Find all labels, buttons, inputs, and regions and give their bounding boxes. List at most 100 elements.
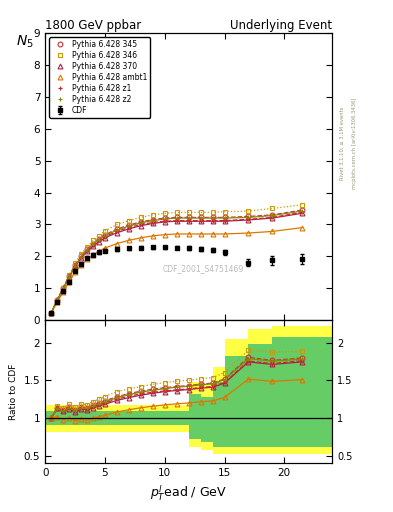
Pythia 6.428 370 bbox=[79, 255, 83, 261]
Pythia 6.428 345 bbox=[61, 285, 66, 291]
Pythia 6.428 346 bbox=[61, 285, 66, 291]
Pythia 6.428 345 bbox=[270, 212, 275, 218]
Line: Pythia 6.428 345: Pythia 6.428 345 bbox=[49, 208, 305, 315]
Pythia 6.428 z2 bbox=[270, 212, 275, 219]
Pythia 6.428 345 bbox=[246, 214, 251, 220]
Pythia 6.428 ambt1 bbox=[138, 234, 143, 241]
Pythia 6.428 370 bbox=[49, 310, 53, 316]
Y-axis label: $N_5$: $N_5$ bbox=[16, 33, 34, 50]
Legend: Pythia 6.428 345, Pythia 6.428 346, Pythia 6.428 370, Pythia 6.428 ambt1, Pythia: Pythia 6.428 345, Pythia 6.428 346, Pyth… bbox=[49, 37, 151, 118]
Pythia 6.428 z2 bbox=[73, 263, 77, 269]
Pythia 6.428 z2 bbox=[300, 208, 305, 214]
Pythia 6.428 345 bbox=[103, 231, 107, 238]
Pythia 6.428 346 bbox=[79, 251, 83, 257]
Pythia 6.428 370 bbox=[162, 219, 167, 225]
Pythia 6.428 ambt1 bbox=[246, 230, 251, 236]
Pythia 6.428 346 bbox=[162, 210, 167, 217]
Pythia 6.428 370 bbox=[174, 218, 179, 224]
Pythia 6.428 370 bbox=[115, 230, 119, 236]
Pythia 6.428 345 bbox=[67, 273, 72, 279]
Pythia 6.428 ambt1 bbox=[97, 248, 101, 254]
Pythia 6.428 z2 bbox=[246, 215, 251, 221]
Pythia 6.428 z1 bbox=[198, 218, 203, 224]
Pythia 6.428 370 bbox=[210, 218, 215, 224]
Pythia 6.428 346 bbox=[127, 218, 131, 224]
Pythia 6.428 345 bbox=[162, 215, 167, 221]
Pythia 6.428 370 bbox=[151, 220, 155, 226]
Pythia 6.428 345 bbox=[174, 215, 179, 221]
Pythia 6.428 z1 bbox=[49, 310, 53, 316]
Y-axis label: Ratio to CDF: Ratio to CDF bbox=[9, 364, 18, 420]
Pythia 6.428 345 bbox=[79, 253, 83, 260]
Pythia 6.428 346 bbox=[246, 208, 251, 214]
Pythia 6.428 z1 bbox=[91, 242, 95, 248]
Pythia 6.428 346 bbox=[97, 232, 101, 239]
Pythia 6.428 z1 bbox=[270, 215, 275, 221]
Pythia 6.428 ambt1 bbox=[84, 257, 89, 263]
Pythia 6.428 z1 bbox=[73, 263, 77, 269]
Pythia 6.428 346 bbox=[67, 272, 72, 278]
Pythia 6.428 345 bbox=[210, 215, 215, 221]
Pythia 6.428 z1 bbox=[115, 228, 119, 234]
Pythia 6.428 z1 bbox=[222, 218, 227, 224]
Pythia 6.428 370 bbox=[103, 234, 107, 241]
Pythia 6.428 ambt1 bbox=[127, 237, 131, 243]
Pythia 6.428 z2 bbox=[79, 254, 83, 260]
Pythia 6.428 z1 bbox=[103, 233, 107, 240]
Pythia 6.428 ambt1 bbox=[210, 231, 215, 237]
Pythia 6.428 346 bbox=[210, 209, 215, 216]
Pythia 6.428 370 bbox=[186, 218, 191, 224]
Pythia 6.428 345 bbox=[127, 222, 131, 228]
Pythia 6.428 345 bbox=[73, 262, 77, 268]
Text: Rivet 3.1.10; ≥ 3.1M events: Rivet 3.1.10; ≥ 3.1M events bbox=[340, 106, 345, 180]
Pythia 6.428 z1 bbox=[186, 218, 191, 224]
Pythia 6.428 370 bbox=[61, 286, 66, 292]
Pythia 6.428 346 bbox=[84, 244, 89, 250]
Pythia 6.428 346 bbox=[115, 221, 119, 227]
Pythia 6.428 z1 bbox=[61, 286, 66, 292]
Pythia 6.428 z2 bbox=[67, 273, 72, 280]
Pythia 6.428 z1 bbox=[174, 218, 179, 224]
Pythia 6.428 z2 bbox=[138, 220, 143, 226]
Pythia 6.428 z2 bbox=[174, 215, 179, 221]
Pythia 6.428 345 bbox=[198, 215, 203, 221]
Pythia 6.428 z1 bbox=[84, 247, 89, 253]
Pythia 6.428 370 bbox=[91, 243, 95, 249]
Pythia 6.428 346 bbox=[186, 209, 191, 216]
Pythia 6.428 z2 bbox=[127, 223, 131, 229]
Pythia 6.428 ambt1 bbox=[61, 289, 66, 295]
Pythia 6.428 z2 bbox=[55, 297, 59, 303]
Pythia 6.428 z2 bbox=[210, 215, 215, 221]
Pythia 6.428 z2 bbox=[103, 232, 107, 239]
Pythia 6.428 z1 bbox=[127, 225, 131, 231]
Pythia 6.428 ambt1 bbox=[73, 269, 77, 275]
Pythia 6.428 ambt1 bbox=[79, 262, 83, 268]
Pythia 6.428 z1 bbox=[55, 297, 59, 303]
X-axis label: $p_T^l$ead / GeV: $p_T^l$ead / GeV bbox=[150, 484, 227, 503]
Pythia 6.428 370 bbox=[73, 263, 77, 269]
Pythia 6.428 346 bbox=[49, 310, 53, 316]
Pythia 6.428 z2 bbox=[115, 227, 119, 233]
Pythia 6.428 z2 bbox=[222, 215, 227, 221]
Pythia 6.428 ambt1 bbox=[49, 310, 53, 316]
Pythia 6.428 ambt1 bbox=[115, 241, 119, 247]
Pythia 6.428 z1 bbox=[79, 254, 83, 260]
Pythia 6.428 z1 bbox=[97, 237, 101, 243]
Pythia 6.428 z2 bbox=[198, 215, 203, 221]
Pythia 6.428 345 bbox=[222, 215, 227, 221]
Text: mcplots.cern.ch [arXiv:1306.3436]: mcplots.cern.ch [arXiv:1306.3436] bbox=[352, 98, 357, 189]
Pythia 6.428 z2 bbox=[186, 215, 191, 221]
Line: Pythia 6.428 ambt1: Pythia 6.428 ambt1 bbox=[49, 225, 305, 315]
Text: Underlying Event: Underlying Event bbox=[230, 19, 332, 32]
Pythia 6.428 z2 bbox=[91, 241, 95, 247]
Pythia 6.428 z2 bbox=[162, 216, 167, 222]
Pythia 6.428 ambt1 bbox=[151, 233, 155, 239]
Text: CDF_2001_S4751469: CDF_2001_S4751469 bbox=[162, 264, 244, 273]
Pythia 6.428 346 bbox=[73, 260, 77, 266]
Pythia 6.428 z1 bbox=[210, 218, 215, 224]
Pythia 6.428 ambt1 bbox=[91, 252, 95, 258]
Pythia 6.428 370 bbox=[246, 217, 251, 223]
Pythia 6.428 370 bbox=[198, 218, 203, 224]
Pythia 6.428 ambt1 bbox=[198, 231, 203, 237]
Pythia 6.428 ambt1 bbox=[55, 299, 59, 305]
